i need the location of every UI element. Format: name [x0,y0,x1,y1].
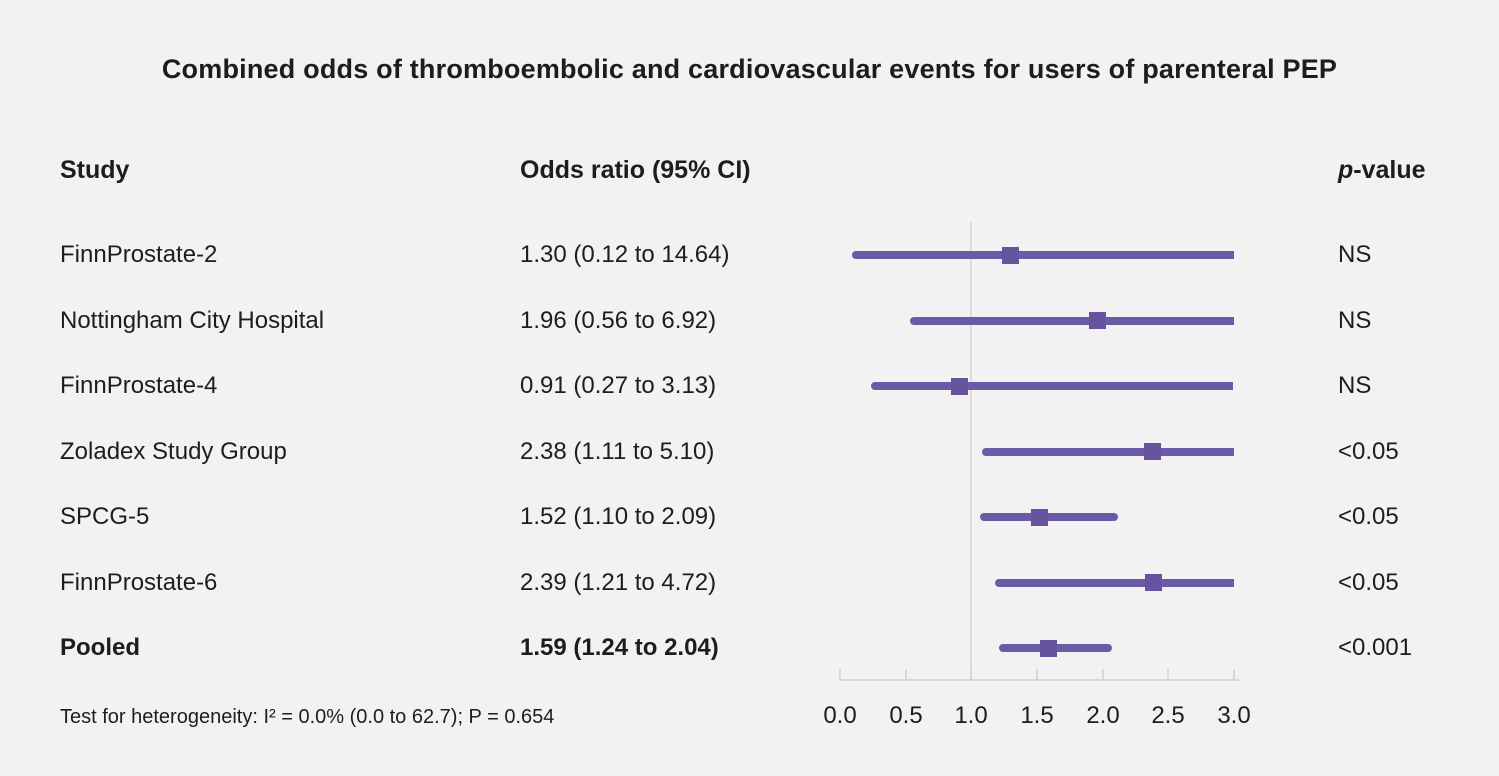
odds-ratio-marker [1089,312,1106,329]
x-axis-tick [1036,669,1038,679]
odds-ratio-value: 1.30 (0.12 to 14.64) [520,241,730,268]
p-value: <0.05 [1338,437,1399,465]
x-axis-tick-label: 2.5 [1151,702,1185,729]
figure-title: Combined odds of thromboembolic and card… [161,54,1338,84]
study-name: Nottingham City Hospital [60,306,325,334]
p-value: NS [1338,372,1372,399]
confidence-interval-line [852,251,1234,259]
reference-line-or-1 [970,222,972,680]
heterogeneity-footnote: Test for heterogeneity: I² = 0.0% (0.0 t… [60,706,555,728]
x-axis-tick [1102,669,1104,679]
confidence-interval-line [980,513,1118,521]
odds-ratio-marker [1040,639,1057,657]
x-axis-tick [1233,669,1235,679]
forest-row: SPCG-5 1.52 (1.10 to 2.09) <0.05 [0,500,1499,534]
forest-row: FinnProstate-6 2.39 (1.21 to 4.72) <0.05 [0,566,1499,600]
confidence-interval-line [871,382,1233,390]
odds-ratio-marker [951,377,968,395]
x-axis-tick-label: 3.0 [1217,702,1251,729]
study-name: Zoladex Study Group [60,437,287,465]
odds-ratio-marker [1002,246,1019,264]
column-header-odds-ratio: Odds ratio (95% CI) [520,156,751,184]
odds-ratio-value: 1.52 (1.10 to 2.09) [520,503,717,530]
x-axis-tick-label: 0.0 [823,702,857,729]
column-header-study: Study [60,156,130,184]
confidence-interval-line [910,316,1234,325]
x-axis-tick-label: 1.0 [954,702,988,729]
x-axis-line [839,679,1239,681]
p-value: NS [1338,241,1372,268]
x-axis-tick [839,669,841,679]
odds-ratio-marker [1145,574,1162,591]
x-axis-tick-label: 0.5 [889,702,923,729]
forest-row: FinnProstate-2 1.30 (0.12 to 14.64) NS [0,238,1499,272]
odds-ratio-marker [1031,508,1048,526]
x-axis-tick-label: 2.0 [1086,702,1120,729]
odds-ratio-value: 1.96 (0.56 to 6.92) [520,306,717,334]
odds-ratio-value: 0.91 (0.27 to 3.13) [520,372,717,399]
p-value-suffix: -value [1353,156,1426,184]
x-axis-tick [1167,669,1169,679]
forest-row: Pooled 1.59 (1.24 to 2.04) <0.001 [0,631,1499,665]
forest-row: FinnProstate-4 0.91 (0.27 to 3.13) NS [0,369,1499,403]
study-name: FinnProstate-6 [60,568,218,596]
p-value: <0.001 [1338,634,1413,661]
p-value: <0.05 [1338,503,1399,530]
p-value: NS [1338,306,1372,334]
p-value: <0.05 [1338,568,1399,596]
column-headers: Study Odds ratio (95% CI) p-value [0,153,1499,187]
study-name: FinnProstate-4 [60,372,218,399]
p-value-italic-p: p [1338,156,1354,184]
study-name: SPCG-5 [60,503,150,530]
column-header-p-value: p-value [1338,153,1426,187]
x-axis-tick [905,669,907,679]
odds-ratio-marker [1144,443,1161,460]
forest-row: Zoladex Study Group 2.38 (1.11 to 5.10) <0… [0,435,1499,469]
study-name: Pooled [60,634,141,661]
study-name: FinnProstate-2 [60,241,218,268]
confidence-interval-line [982,447,1234,456]
x-axis-tick-label: 1.5 [1020,702,1054,729]
forest-row: Nottingham City Hospital 1.96 (0.56 to 6.… [0,304,1499,338]
odds-ratio-value: 2.39 (1.21 to 4.72) [520,568,717,596]
x-axis-tick [970,669,972,679]
odds-ratio-value: 2.38 (1.11 to 5.10) [520,437,715,465]
confidence-interval-line [995,578,1234,587]
odds-ratio-value: 1.59 (1.24 to 2.04) [520,634,719,661]
